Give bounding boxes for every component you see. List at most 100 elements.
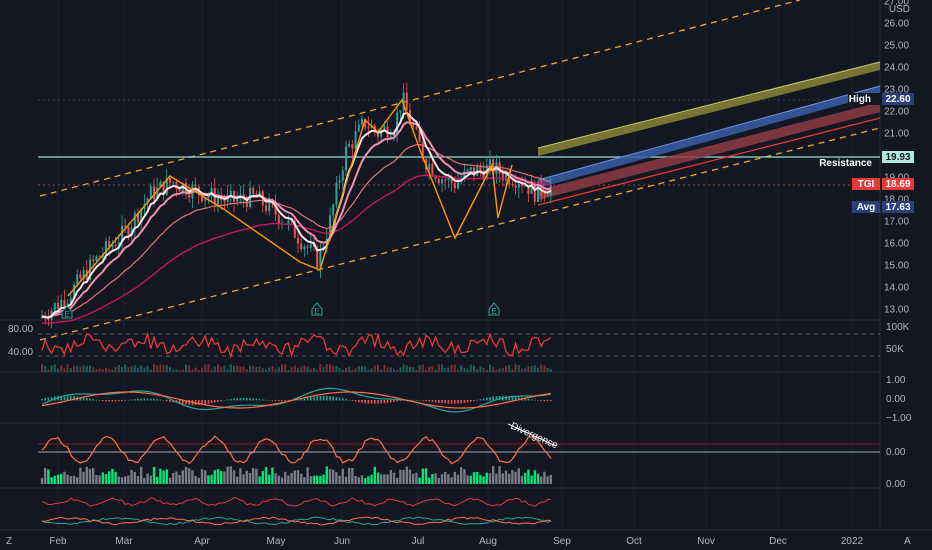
oscillator-bar	[172, 473, 175, 484]
macd-bar	[377, 400, 379, 404]
candle-body	[297, 237, 299, 244]
oscillator-bar	[360, 475, 364, 484]
volume-bar	[73, 365, 75, 372]
macd-bar	[354, 400, 357, 402]
oscillator-bar	[188, 468, 191, 484]
time-tick: Oct	[626, 536, 642, 547]
earnings-markers[interactable]: E E E	[61, 302, 500, 319]
candle-body	[412, 124, 415, 127]
macd-bar	[540, 400, 542, 401]
lower-pane[interactable]: 0.00	[41, 479, 906, 526]
volume-bar	[63, 368, 66, 372]
macd-bar	[95, 399, 98, 401]
rsi-volume-pane[interactable]: 80.00 40.00 100K 50K	[8, 322, 910, 372]
macd-bar	[482, 398, 485, 401]
moving-averages[interactable]	[41, 111, 552, 324]
candle-body	[354, 131, 357, 149]
candle-body	[546, 195, 549, 197]
volume-bar	[527, 366, 530, 372]
svg-text:TGI: TGI	[858, 179, 875, 190]
candle-body	[127, 226, 130, 237]
oscillator-bar	[392, 472, 396, 484]
candle-body	[162, 181, 165, 195]
volume-bar	[450, 364, 453, 372]
macd-bar	[550, 400, 552, 402]
candle-body	[415, 126, 418, 129]
volume-bar	[159, 364, 162, 372]
candle-body	[367, 127, 370, 129]
macd-bar	[399, 400, 402, 402]
macd-pane[interactable]: 1.00 0.00 −1.00	[41, 375, 912, 424]
macd-bar	[242, 397, 245, 401]
macd-bar	[252, 398, 254, 401]
oscillator-bar	[383, 474, 386, 484]
macd-bar	[543, 400, 546, 402]
candle-body	[153, 186, 155, 200]
zigzag-line[interactable]	[67, 98, 513, 297]
candle-body	[149, 186, 152, 199]
volume-bar	[441, 364, 443, 372]
oscillator-bar	[63, 471, 66, 484]
macd-bar	[460, 400, 462, 404]
price-tick: 23.00	[884, 85, 909, 96]
oscillator-bar	[252, 468, 255, 484]
projection-bands[interactable]	[537, 61, 881, 206]
volume-bar	[204, 364, 207, 372]
volume-bar	[290, 367, 293, 372]
macd-bar	[476, 399, 478, 401]
volume-bar	[229, 364, 232, 372]
oscillator-bar	[351, 467, 354, 484]
volume-bar	[217, 364, 219, 372]
candle-body	[92, 259, 95, 261]
lower-orange-line	[41, 516, 551, 526]
time-tick: Feb	[49, 536, 67, 547]
oscillator-bar	[258, 476, 261, 484]
candle-body	[172, 182, 175, 184]
oscillator-bar	[511, 469, 514, 484]
candle-body	[79, 274, 82, 279]
lower-green-line	[41, 516, 551, 526]
candle-body	[444, 179, 447, 181]
svg-text:19.93: 19.93	[885, 152, 910, 163]
volume-bar	[92, 367, 95, 372]
candle-body	[111, 244, 114, 248]
volume-bar	[105, 367, 107, 372]
candle-body	[524, 185, 527, 187]
oscillator-bar	[348, 467, 351, 484]
macd-bar	[361, 400, 363, 403]
price-tick: 15.00	[884, 261, 909, 272]
macd-bar	[47, 397, 50, 401]
macd-bar	[258, 399, 261, 401]
macd-bar	[303, 397, 306, 401]
volume-bar	[137, 367, 139, 372]
volume-bar	[463, 367, 466, 372]
timezone-corner[interactable]: Z	[6, 536, 12, 547]
volume-bar	[66, 364, 69, 372]
oscillator-bar	[239, 468, 242, 484]
candle-body	[268, 200, 271, 211]
candle-body	[178, 188, 181, 192]
macd-bar	[162, 400, 165, 401]
volume-bar	[146, 365, 149, 372]
volume-bar	[210, 369, 213, 372]
oscillator-bar	[495, 473, 498, 484]
oscillator-bar	[530, 475, 533, 484]
oscillator-bar	[290, 472, 293, 484]
earnings-marker: E	[488, 302, 500, 316]
oscillator-bar	[472, 472, 476, 484]
macd-bar	[166, 400, 168, 402]
oscillator-bar	[312, 475, 316, 484]
auto-scale-corner[interactable]: A	[904, 536, 911, 547]
oscillator-bar	[178, 475, 181, 484]
volume-bar	[428, 366, 431, 372]
volume-bar	[111, 369, 114, 372]
volume-bar	[306, 366, 309, 372]
oscillator-bar	[533, 470, 536, 484]
time-axis[interactable]: Feb Mar Apr May Jun Jul Aug Sep Oct Nov Dec 2022	[49, 536, 863, 547]
oscillator-bar	[504, 470, 508, 484]
volume-bar	[191, 369, 194, 372]
volume-bar	[303, 365, 306, 372]
volume-bar	[213, 366, 216, 372]
oscillator-bar	[50, 477, 53, 484]
